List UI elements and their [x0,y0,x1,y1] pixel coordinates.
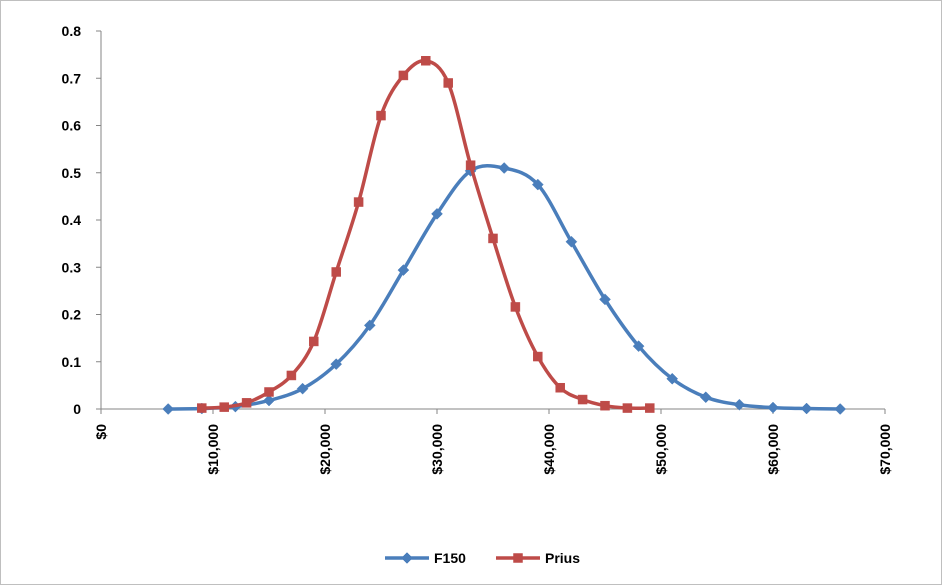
data-point [331,267,341,277]
y-tick-label: 0.4 [62,212,82,228]
data-point [376,110,386,121]
data-point [241,398,252,408]
data-point [330,358,343,370]
data-point [263,394,275,407]
y-tick-label: 0.6 [62,118,82,134]
data-point [834,403,847,415]
data-point [510,302,521,312]
data-point [398,70,409,81]
legend: F150 Prius [385,550,580,566]
data-point [162,403,175,415]
x-tick-label: $50,000 [653,424,669,475]
legend-label: Prius [545,550,580,566]
data-point [498,162,511,174]
y-tick-label: 0.7 [62,70,82,86]
data-point [533,351,543,362]
data-point [733,398,746,411]
data-point [397,264,410,276]
legend-item-prius: Prius [496,550,580,566]
data-point [219,402,229,412]
data-point [421,56,431,66]
data-point [197,403,207,413]
y-tick-label: 0 [73,401,81,417]
legend-swatch-marker [401,552,413,564]
axes: 0 0.1 0.2 0.3 0.4 0.5 0.6 0.7 0.8 $0 $10,000 $20,00… [62,23,893,475]
series-prius [197,56,655,413]
y-tick-label: 0.3 [62,259,82,275]
data-point [600,400,610,411]
x-tick-label: $0 [93,424,109,440]
y-tick-label: 0.2 [62,307,82,323]
data-point [286,370,297,381]
x-tick-label: $70,000 [877,424,893,475]
data-point [555,382,565,393]
x-tick-label: $20,000 [317,424,333,475]
data-point [632,340,645,353]
data-point [531,178,544,191]
legend-swatch-marker [513,553,523,563]
x-tick-label: $30,000 [429,424,445,475]
data-point [767,401,779,414]
data-point [309,336,319,347]
data-point [645,403,655,413]
data-point [599,293,611,306]
series-layer [162,56,847,415]
data-point [800,402,813,415]
data-point [296,382,309,395]
data-point [577,394,588,405]
data-point [488,233,498,244]
x-tick-label: $60,000 [765,424,781,475]
data-point [431,208,443,220]
y-tick-label: 0.8 [62,23,82,39]
series-line-f150 [166,163,842,411]
data-point [465,160,476,170]
y-tick-label: 0.1 [62,354,82,370]
y-tick-label: 0.5 [62,165,82,181]
data-point [363,319,376,332]
series-f150 [162,162,847,415]
legend-item-f150: F150 [385,550,466,566]
data-point [264,387,274,397]
data-point [699,391,712,404]
x-tick-label: $10,000 [205,424,221,475]
data-point [622,403,633,413]
data-point [443,78,453,88]
legend-label: F150 [434,550,466,566]
data-point [666,372,679,385]
data-point [565,235,578,248]
x-tick-label: $40,000 [541,424,557,475]
data-point [353,197,364,207]
